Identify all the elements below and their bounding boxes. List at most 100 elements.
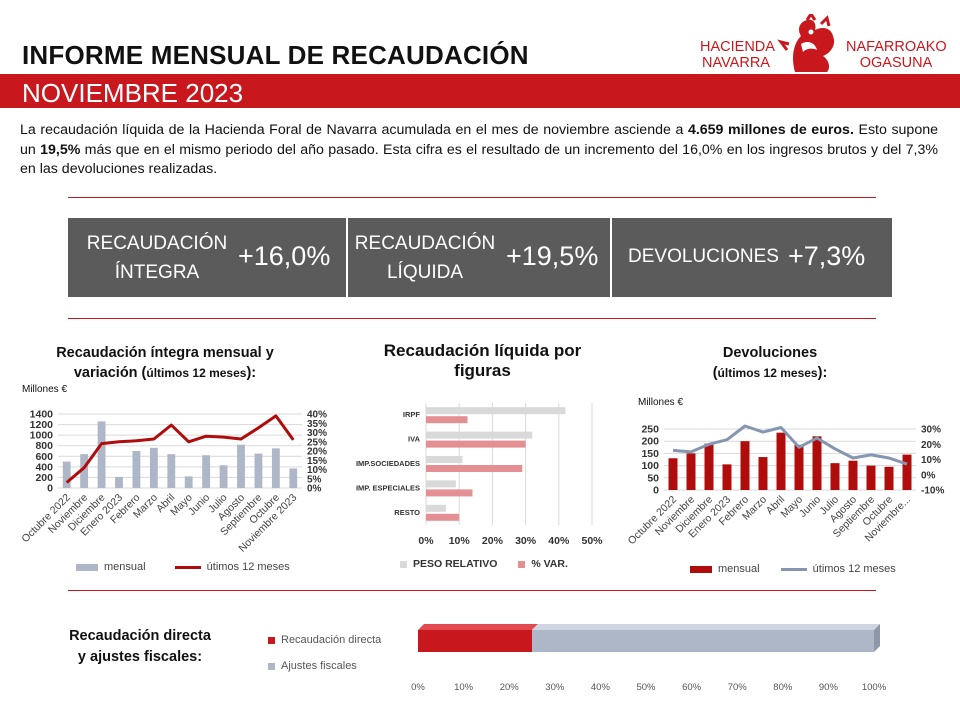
- integra-y2-tick: 20%: [307, 447, 327, 458]
- integra-title-close: ):: [246, 365, 257, 381]
- intro-rate: 19,5%: [40, 141, 81, 158]
- kpi-integra-label-2: ÍNTEGRA: [114, 262, 200, 283]
- ajustes-directa-bar: [418, 630, 532, 652]
- devoluciones-y-tick: 0: [653, 485, 659, 497]
- integra-bar: [271, 448, 280, 488]
- hacienda-navarra-logo: HACIENDA NAVARRA NAFARROAKO OGASUNA: [700, 14, 950, 74]
- devoluciones-bar: [686, 453, 696, 490]
- integra-bar: [80, 454, 89, 488]
- figuras-category-label: IRPF: [403, 410, 421, 419]
- integra-bar: [149, 447, 158, 488]
- devoluciones-y-tick: 150: [641, 448, 659, 460]
- devoluciones-bar: [776, 432, 786, 490]
- devoluciones-bar: [668, 458, 678, 490]
- devoluciones-title-line-1: Devoluciones: [722, 345, 818, 361]
- devoluciones-y-tick: 200: [641, 436, 659, 448]
- devoluciones-bar: [812, 436, 822, 490]
- figuras-peso-bar: [426, 504, 446, 512]
- ajustes-legend-ajustes: Ajustes fiscales: [281, 660, 357, 672]
- figuras-peso-bar: [426, 407, 566, 415]
- figuras-title-line-1: Recaudación líquida por: [383, 341, 582, 360]
- devoluciones-title-paren: (: [712, 365, 718, 381]
- integra-legend: mensual útimos 12 meses: [76, 561, 290, 573]
- figuras-var-bar: [426, 513, 460, 521]
- ajustes-x-tick: 50%: [636, 682, 656, 693]
- devoluciones-y2-tick: 20%: [921, 440, 941, 451]
- ajustes-directa-bar-top: [418, 624, 538, 630]
- kpi-devoluciones-value: +7,3%: [788, 241, 866, 271]
- integra-y-tick: 800: [35, 440, 53, 452]
- integra-unit-label: Millones €: [22, 384, 68, 395]
- legend-line-swatch: [174, 565, 201, 569]
- legend-line-swatch: [780, 567, 807, 571]
- intro-text-2: Esto supone un: [20, 122, 938, 158]
- kpi-separator: [610, 218, 612, 297]
- title-band: [0, 74, 960, 108]
- devoluciones-y2-tick: 0%: [921, 470, 936, 481]
- figuras-legend-peso: PESO RELATIVO: [413, 558, 498, 570]
- integra-y2-tick: 0%: [307, 484, 322, 495]
- legend-bar-swatch: [76, 563, 98, 571]
- devoluciones-trend-line: [672, 424, 908, 466]
- devoluciones-legend-line: útimos 12 meses: [812, 563, 896, 575]
- integra-y2-tick: 40%: [307, 410, 327, 421]
- figuras-legend-var: % VAR.: [531, 558, 568, 570]
- integra-bar: [237, 444, 245, 488]
- devoluciones-bar: [758, 457, 768, 490]
- figuras-var-bar: [426, 465, 523, 472]
- figuras-chart: 0% 10% 20% 30% 40% 50% IRPF IVA IMP.SOCIEDADES IM…: [356, 403, 603, 547]
- integra-y-tick: 1000: [30, 430, 54, 442]
- ajustes-x-tick: 100%: [862, 682, 887, 693]
- intro-text-1: La recaudación líquida de la Hacienda Fo…: [20, 122, 688, 138]
- devoluciones-title-period: últimos 12 meses: [717, 366, 818, 380]
- kpi-liquida-label-2: LÍQUIDA: [386, 262, 464, 283]
- devoluciones-bar: [704, 443, 714, 490]
- ajustes-bar-side: [874, 624, 880, 652]
- kpi-band: RECAUDACIÓN ÍNTEGRA +16,0% RECAUDACIÓN L…: [68, 218, 892, 297]
- figuras-x-tick: 30%: [515, 535, 537, 547]
- devoluciones-y-tick: 250: [641, 424, 659, 436]
- kpi-liquida: RECAUDACIÓN LÍQUIDA +19,5%: [348, 218, 610, 297]
- devoluciones-y-tick: 50: [647, 472, 659, 484]
- divider-top: [68, 197, 876, 198]
- figuras-var-bar: [426, 416, 468, 424]
- ajustes-x-tick: 10%: [454, 682, 474, 693]
- devoluciones-bar: [902, 454, 912, 490]
- integra-legend-line: útimos 12 meses: [206, 561, 290, 573]
- figuras-x-tick: 40%: [548, 535, 570, 547]
- figuras-x-tick: 0%: [418, 535, 434, 547]
- integra-bar: [184, 476, 193, 488]
- divider-middle: [68, 318, 876, 319]
- devoluciones-y2-tick: -10%: [921, 486, 944, 497]
- figuras-x-tick: 20%: [482, 535, 504, 547]
- devoluciones-legend: mensual útimos 12 meses: [690, 563, 896, 575]
- logo-left-line-1: HACIENDA: [700, 39, 775, 55]
- report-period: NOVIEMBRE 2023: [22, 78, 244, 108]
- ajustes-legend: Recaudación directa Ajustes fiscales: [268, 627, 381, 679]
- ajustes-x-tick: 80%: [773, 682, 793, 693]
- integra-y-tick: 1200: [30, 419, 54, 431]
- devoluciones-y2-tick: 30%: [921, 425, 941, 436]
- integra-y-tick: 1400: [30, 409, 54, 421]
- kpi-devoluciones: DEVOLUCIONES +7,3%: [612, 218, 892, 297]
- integra-bar: [202, 455, 211, 488]
- figuras-peso-bar: [426, 431, 533, 439]
- figuras-var-bar: [426, 489, 473, 497]
- legend-bar-swatch: [690, 565, 712, 573]
- integra-title-line-1: Recaudación íntegra mensual y: [56, 345, 274, 361]
- legend-ajustes-swatch: [268, 662, 275, 670]
- ajustes-title-line-1: Recaudación directa: [69, 628, 211, 644]
- figuras-legend: PESO RELATIVO % VAR.: [400, 558, 568, 570]
- devoluciones-title-close: ):: [817, 365, 828, 381]
- kpi-devoluciones-label: DEVOLUCIONES: [628, 246, 779, 267]
- ajustes-ajustes-bar: [532, 630, 874, 652]
- divider-bottom: [68, 590, 876, 591]
- integra-bar: [62, 461, 71, 488]
- devoluciones-legend-bar: mensual: [718, 563, 760, 575]
- kpi-liquida-label-1: RECAUDACIÓN: [354, 233, 496, 254]
- integra-y2-tick: 35%: [307, 419, 327, 430]
- ajustes-ajustes-bar-top: [532, 624, 880, 630]
- integra-y2-tick: 25%: [307, 437, 327, 448]
- figuras-peso-bar: [426, 480, 456, 488]
